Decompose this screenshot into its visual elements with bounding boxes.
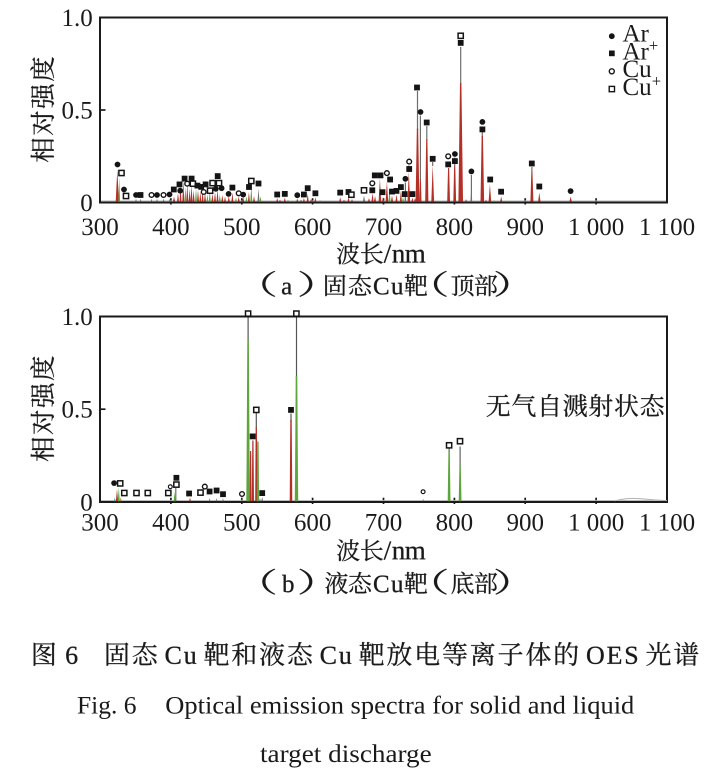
svg-text:300: 300 — [81, 214, 119, 241]
svg-text:700: 700 — [365, 509, 403, 536]
svg-text:Optical emission spectra for s: Optical emission spectra for solid and l… — [165, 691, 634, 720]
svg-text:0: 0 — [80, 489, 93, 516]
svg-text:800: 800 — [436, 214, 474, 241]
svg-text:Ar: Ar — [623, 21, 650, 48]
svg-text:1 000: 1 000 — [568, 214, 624, 241]
svg-text:1 000: 1 000 — [568, 509, 624, 536]
svg-text:0.5: 0.5 — [62, 397, 93, 424]
svg-text:Fig. 6: Fig. 6 — [77, 691, 137, 720]
svg-text:500: 500 — [223, 214, 261, 241]
svg-text:700: 700 — [365, 214, 403, 241]
svg-text:800: 800 — [436, 509, 474, 536]
svg-text:1.0: 1.0 — [62, 304, 93, 331]
svg-text:1.0: 1.0 — [62, 5, 93, 32]
svg-text:0.5: 0.5 — [62, 97, 93, 124]
svg-text:1 100: 1 100 — [639, 509, 695, 536]
svg-text:300: 300 — [81, 509, 119, 536]
svg-text:Cu: Cu — [623, 56, 653, 83]
svg-text:600: 600 — [294, 214, 332, 241]
svg-text:600: 600 — [294, 509, 332, 536]
svg-text:500: 500 — [223, 509, 261, 536]
svg-text:900: 900 — [506, 214, 544, 241]
svg-text:0: 0 — [80, 190, 93, 217]
svg-text:400: 400 — [152, 214, 190, 241]
svg-text:400: 400 — [152, 509, 190, 536]
svg-text:target discharge: target discharge — [260, 739, 432, 768]
svg-text:900: 900 — [506, 509, 544, 536]
svg-text:1 100: 1 100 — [639, 214, 695, 241]
